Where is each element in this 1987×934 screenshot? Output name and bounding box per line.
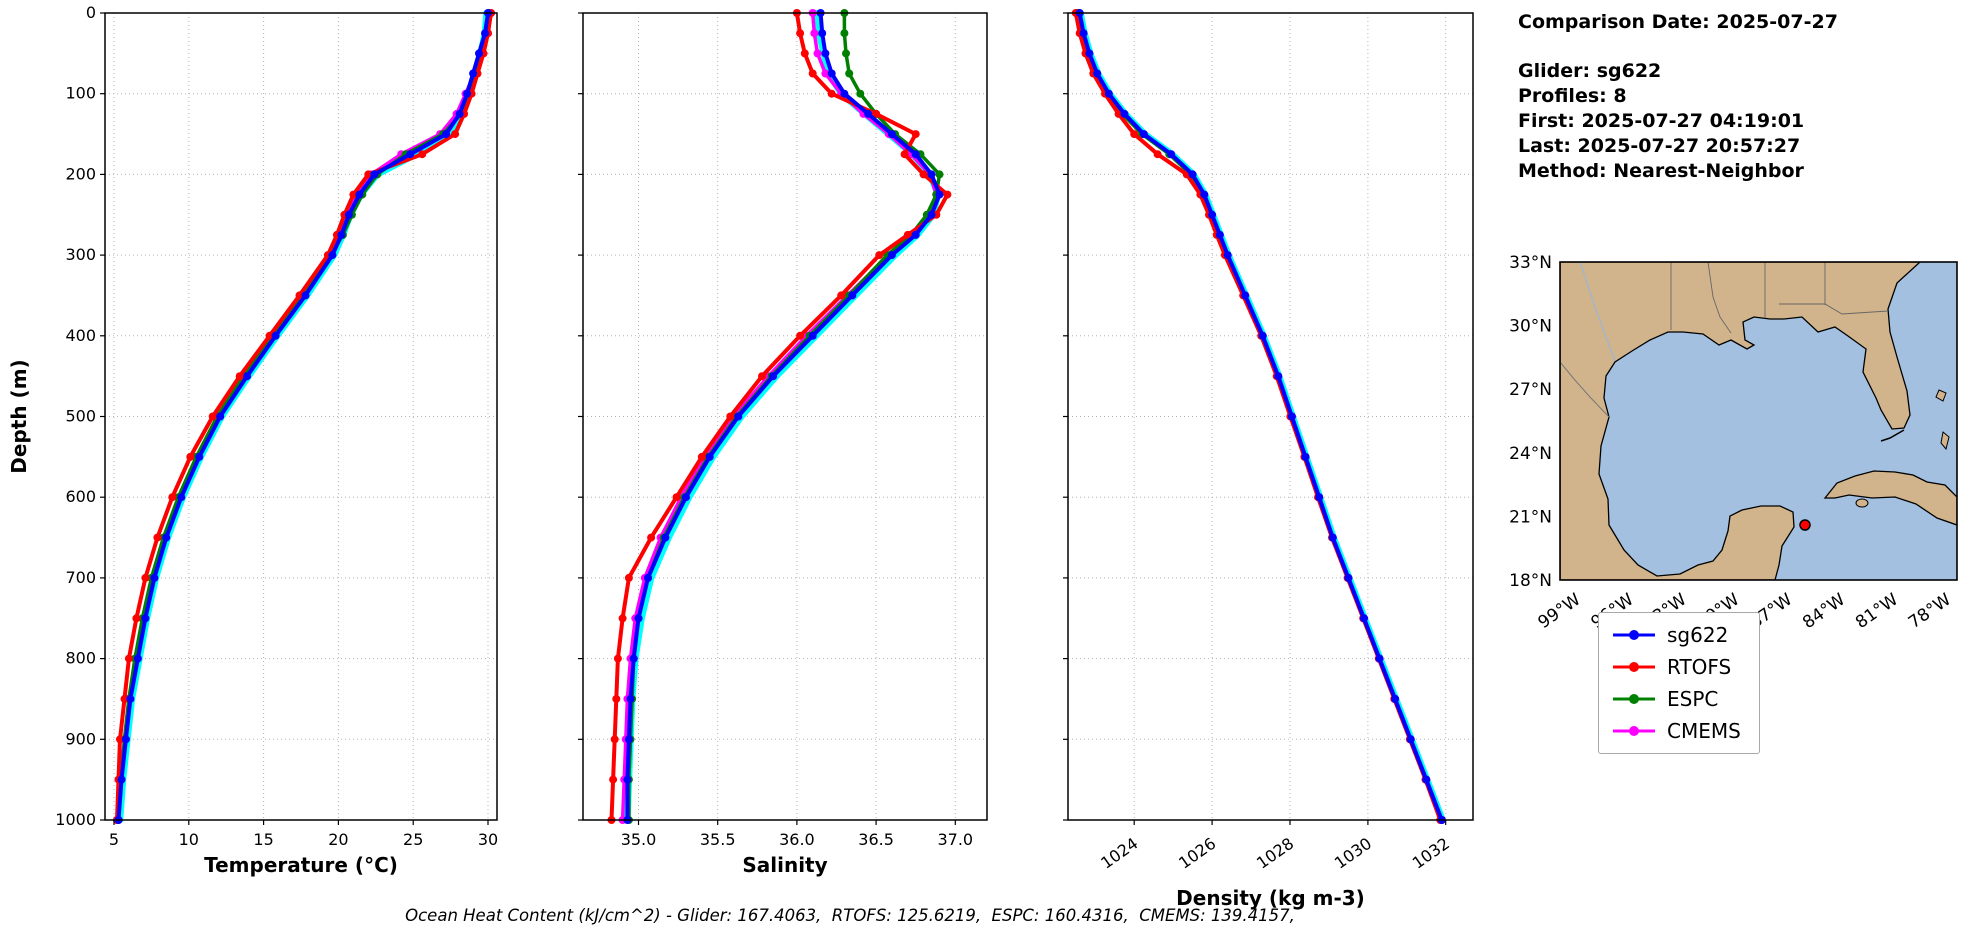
y-tick-label: 800 bbox=[65, 649, 96, 668]
panel-temperature: 5 10 15 20 25 3001002003004005006007008009001… bbox=[55, 3, 498, 877]
map-land-cuba bbox=[1823, 470, 1957, 526]
ESPC-density-markers bbox=[1073, 9, 1446, 824]
y-tick-label: 700 bbox=[65, 568, 96, 587]
map-features bbox=[1560, 262, 1957, 580]
depth-axis-label: Depth (m) bbox=[7, 359, 31, 473]
gulf-of-mexico-map: 33°N30°N27°N24°N21°N18°N99°W96°W93°W90°W… bbox=[1509, 253, 1958, 633]
y-tick-label: 500 bbox=[65, 407, 96, 426]
y-tick-label: 400 bbox=[65, 326, 96, 345]
legend-line-marker bbox=[1613, 694, 1655, 704]
map-lat-tick-label: 30°N bbox=[1509, 317, 1552, 337]
legend-item-ESPC: ESPC bbox=[1611, 687, 1741, 711]
density-axis-label: Density (kg m-3) bbox=[1176, 886, 1365, 910]
x-tick-label: 1032 bbox=[1409, 834, 1453, 873]
legend-label: CMEMS bbox=[1667, 719, 1741, 743]
info-panel: Comparison Date: 2025-07-27 Glider: sg62… bbox=[1518, 10, 1838, 184]
map-lon-tick-label: 99°W bbox=[1535, 590, 1585, 633]
map-lat-tick-label: 24°N bbox=[1509, 444, 1552, 464]
x-tick-label: 25 bbox=[403, 830, 423, 849]
map-florida-keys bbox=[1880, 429, 1905, 442]
map-land-mainland bbox=[1560, 262, 1921, 580]
x-tick-label: 36.0 bbox=[779, 830, 815, 849]
legend-line-marker bbox=[1613, 630, 1655, 640]
map-island-andros bbox=[1940, 431, 1950, 451]
x-tick-label: 1026 bbox=[1175, 834, 1219, 873]
map-island-juventud bbox=[1855, 498, 1869, 508]
map-lon-tick-label: 78°W bbox=[1905, 590, 1955, 633]
x-tick-label: 1030 bbox=[1331, 834, 1375, 873]
x-tick-label: 1024 bbox=[1097, 834, 1141, 873]
y-tick-label: 900 bbox=[65, 729, 96, 748]
x-tick-label: 1028 bbox=[1253, 834, 1297, 873]
comparison-date-text: Comparison Date: 2025-07-27 bbox=[1518, 11, 1838, 33]
first-profile-time-text: First: 2025-07-27 04:19:01 bbox=[1518, 110, 1805, 132]
method-text: Method: Nearest-Neighbor bbox=[1518, 160, 1804, 182]
map-lon-tick-label: 81°W bbox=[1852, 590, 1902, 633]
y-tick-label: 0 bbox=[86, 3, 96, 22]
ESPC-temperature-markers bbox=[114, 9, 494, 824]
profiles-count-text: Profiles: 8 bbox=[1518, 85, 1627, 107]
glider-raw-profiles-temperature-line bbox=[116, 9, 490, 824]
map-lat-tick-label: 21°N bbox=[1509, 507, 1552, 527]
y-tick-label: 300 bbox=[65, 245, 96, 264]
legend: sg622 RTOFS ESPC CMEMS bbox=[1598, 612, 1760, 754]
glider-position-marker bbox=[1799, 519, 1811, 531]
y-tick-label: 100 bbox=[65, 84, 96, 103]
legend-line-marker bbox=[1613, 726, 1655, 736]
sg622-salinity-markers bbox=[623, 9, 944, 824]
panel-salinity: 35.0 35.5 36.0 36.5 37.0 Salinity bbox=[578, 9, 988, 877]
x-tick-label: 20 bbox=[328, 830, 348, 849]
info-gap bbox=[1518, 35, 1838, 59]
map-lon-tick-label: 84°W bbox=[1799, 590, 1849, 633]
y-tick-label: 200 bbox=[65, 164, 96, 183]
map-river bbox=[1579, 262, 1616, 362]
map-lat-tick-label: 33°N bbox=[1509, 253, 1552, 273]
x-tick-label: 36.5 bbox=[858, 830, 894, 849]
x-tick-label: 35.5 bbox=[700, 830, 736, 849]
x-tick-label: 37.0 bbox=[937, 830, 973, 849]
map-state-borders bbox=[1670, 262, 1889, 334]
legend-item-CMEMS: CMEMS bbox=[1611, 719, 1741, 743]
salinity-axis-label: Salinity bbox=[742, 853, 827, 877]
sg622-temperature-markers bbox=[114, 9, 492, 824]
map-lat-tick-label: 18°N bbox=[1509, 571, 1552, 591]
map-rio-grande-border bbox=[1560, 361, 1610, 418]
last-profile-time-text: Last: 2025-07-27 20:57:27 bbox=[1518, 135, 1801, 157]
map-lat-tick-label: 27°N bbox=[1509, 380, 1552, 400]
panel-density: 1024 1026 1028 1030 1032 Density (kg m-3) bbox=[1063, 9, 1474, 910]
legend-label: sg622 bbox=[1667, 623, 1729, 647]
legend-label: RTOFS bbox=[1667, 655, 1732, 679]
ocean-heat-content-text: Ocean Heat Content (kJ/cm^2) - Glider: 1… bbox=[405, 906, 1295, 925]
legend-item-sg622: sg622 bbox=[1611, 623, 1741, 647]
x-tick-label: 30 bbox=[478, 830, 498, 849]
glider-name-text: Glider: sg622 bbox=[1518, 60, 1662, 82]
x-tick-label: 15 bbox=[253, 830, 273, 849]
map-area bbox=[1559, 261, 1958, 581]
legend-item-RTOFS: RTOFS bbox=[1611, 655, 1741, 679]
sg622-density-markers bbox=[1075, 9, 1446, 824]
legend-line-marker bbox=[1613, 662, 1655, 672]
legend-label: ESPC bbox=[1667, 687, 1719, 711]
x-tick-label: 5 bbox=[109, 830, 119, 849]
temperature-axis-label: Temperature (°C) bbox=[204, 853, 398, 877]
y-tick-label: 600 bbox=[65, 487, 96, 506]
y-tick-label: 1000 bbox=[55, 810, 96, 829]
x-tick-label: 35.0 bbox=[621, 830, 657, 849]
x-tick-label: 10 bbox=[179, 830, 199, 849]
map-island-bahama bbox=[1935, 389, 1947, 402]
map-frame bbox=[1559, 261, 1958, 581]
